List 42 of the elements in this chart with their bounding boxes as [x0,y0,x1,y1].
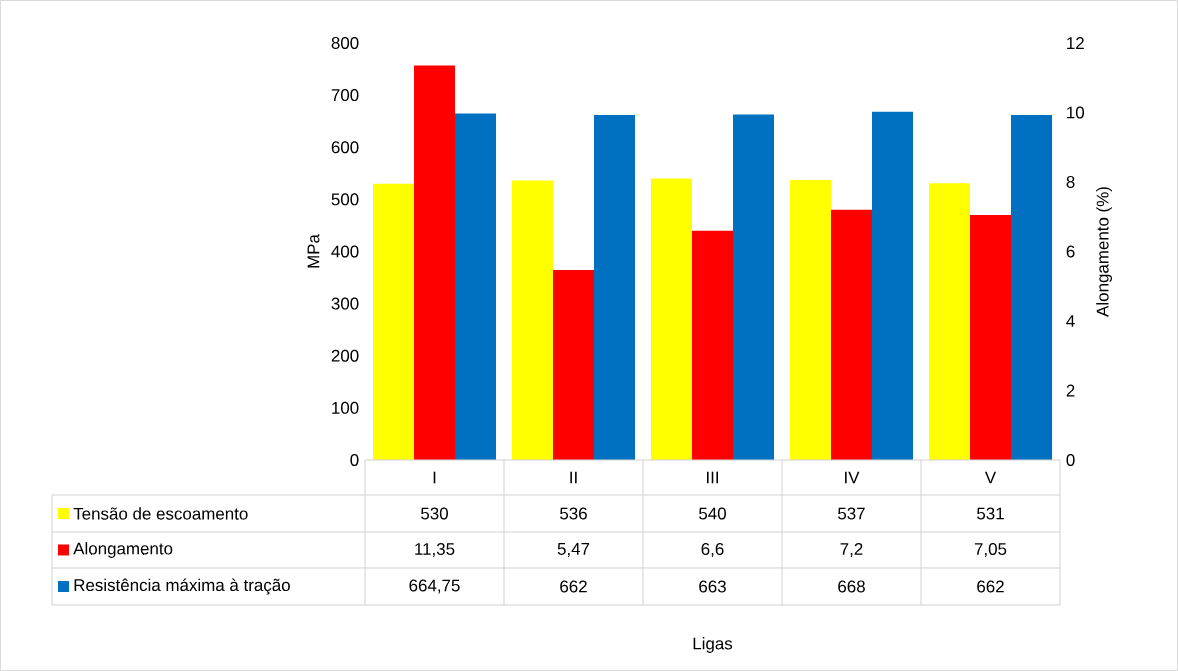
y2-tick-label: 12 [1067,37,1084,49]
y2-tick-label: 6 [1066,245,1075,258]
data-label: 5,47 [557,543,590,557]
y2-tick-label: 0 [1066,453,1075,466]
data-label: 540 [699,507,726,520]
legend-label: Alongamento [73,542,173,558]
legend-label: Resistência máxima à tração [74,578,290,595]
data-label: 662 [977,580,1004,593]
data-label: 536 [560,507,587,520]
data-label: 7,2 [840,542,863,557]
x-tick-label: IV [845,471,860,484]
text: Ligas [693,637,733,653]
data-label: 530 [421,507,448,520]
x-tick-label: II [570,471,577,484]
x-tick-label: III [707,471,718,484]
legend-label: Tensão de escoamento [73,507,248,520]
data-label: 6,6 [701,542,724,557]
y2-tick-label: 4 [1066,315,1075,327]
y-tick-label: 400 [331,245,359,258]
data-label: 662 [560,580,587,593]
y-axis-title: MPa [307,234,320,268]
y-tick-label: 0 [350,453,359,466]
y2-tick-label: 8 [1066,175,1075,188]
y2-axis-title: Alongamento (%) [1096,187,1112,317]
y-tick-label: 600 [331,141,359,154]
y-tick-label: 200 [331,349,359,362]
y-tick-label: 300 [331,297,359,310]
y-tick-label: 100 [332,401,359,414]
x-tick-label: V [984,471,997,484]
data-label: 11,35 [415,542,455,557]
y2-tick-label: 2 [1066,384,1075,397]
y-tick-label: 800 [331,36,359,49]
data-label: 7,05 [974,542,1007,557]
data-label: 663 [699,580,726,593]
data-label: 664,75 [409,579,460,594]
data-label: 531 [977,507,1004,520]
y-tick-label: 700 [331,89,359,102]
data-label: 668 [838,580,865,593]
data-label: 537 [838,507,865,520]
x-tick-label: I [433,471,436,484]
y2-tick-label: 10 [1067,106,1085,119]
y-tick-label: 500 [331,193,359,206]
